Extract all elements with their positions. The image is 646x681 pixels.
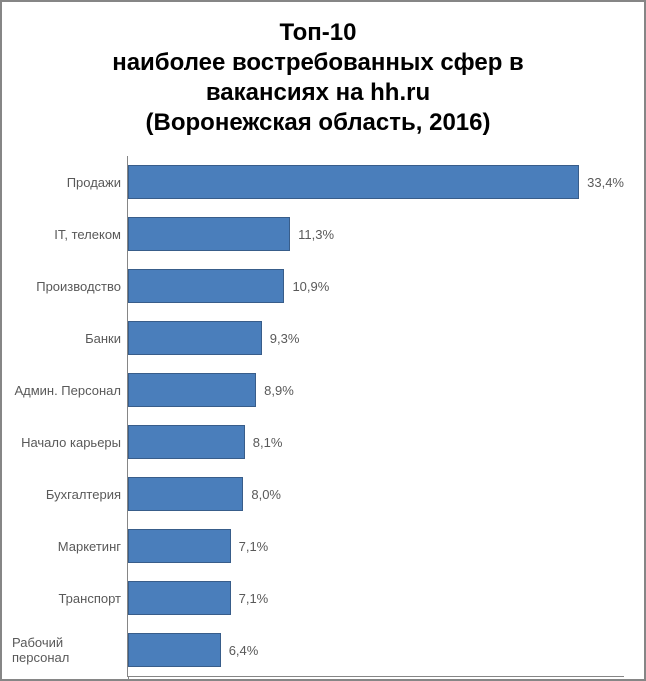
bar [128,165,579,198]
bar-row: 8,1% [128,416,624,468]
category-label: Производство [12,260,127,312]
value-label: 8,9% [264,383,294,398]
title-line-4: (Воронежская область, 2016) [146,109,491,136]
category-label: Банки [12,312,127,364]
bar-row: 11,3% [128,208,624,260]
value-label: 7,1% [239,591,269,606]
plot-area: ПродажиIT, телекомПроизводствоБанкиАдмин… [12,156,624,677]
chart-title: Топ-10 наиболее востребованных сфер в ва… [22,18,614,138]
category-label: IT, телеком [12,208,127,260]
value-label: 6,4% [229,643,259,658]
category-label: Маркетинг [12,520,127,572]
category-label: Транспорт [12,572,127,624]
bar-row: 10,9% [128,260,624,312]
bar-row: 33,4% [128,156,624,208]
value-label: 8,1% [253,435,283,450]
chart-container: Топ-10 наиболее востребованных сфер в ва… [0,0,646,681]
bars-area: 33,4% 11,3% 10,9% 9,3% 8,9% 8,1% 8,0% 7,1% 7,1% 6… [128,156,624,677]
category-label: Бухгалтерия [12,468,127,520]
value-label: 10,9% [292,279,329,294]
bar [128,269,284,302]
bar [128,217,290,250]
category-label: Начало карьеры [12,416,127,468]
bar-row: 7,1% [128,520,624,572]
bar-row: 8,9% [128,364,624,416]
value-label: 7,1% [239,539,269,554]
value-label: 33,4% [587,175,624,190]
bar [128,529,231,562]
bar-row: 6,4% [128,624,624,676]
bar [128,477,243,510]
bar [128,581,231,614]
title-line-3: вакансиях на hh.ru [206,79,430,106]
title-line-2: наиболее востребованных сфер в [112,49,524,76]
category-label: Рабочий персонал [12,624,127,676]
bar [128,373,256,406]
value-label: 11,3% [298,227,334,242]
category-label: Админ. Персонал [12,364,127,416]
bar-row: 8,0% [128,468,624,520]
bar-row: 7,1% [128,572,624,624]
title-line-1: Топ-10 [280,19,357,46]
value-label: 8,0% [251,487,281,502]
bar [128,425,245,458]
y-axis-labels: ПродажиIT, телекомПроизводствоБанкиАдмин… [12,156,128,677]
category-label: Продажи [12,156,127,208]
value-label: 9,3% [270,331,300,346]
bar [128,633,221,666]
bar [128,321,262,354]
bar-row: 9,3% [128,312,624,364]
